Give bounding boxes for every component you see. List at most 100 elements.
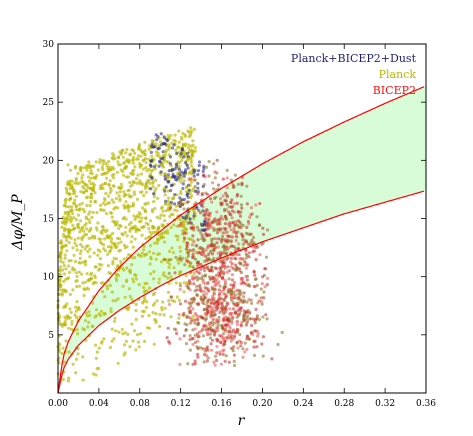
- planck-point: [86, 186, 90, 190]
- planck-point: [157, 277, 161, 281]
- planck-point: [140, 233, 144, 237]
- planck-point: [154, 187, 158, 191]
- bicep2-point: [193, 178, 197, 182]
- bicep2-point: [196, 238, 200, 242]
- planck-point: [131, 339, 135, 343]
- planck-point: [127, 209, 131, 213]
- dust-point: [186, 151, 190, 155]
- planck-point: [80, 226, 84, 230]
- planck-point: [83, 319, 88, 323]
- planck-point: [79, 249, 83, 253]
- bicep2-point: [239, 203, 243, 207]
- planck-point: [94, 356, 98, 360]
- bicep2-point: [213, 330, 217, 334]
- bicep2-point: [167, 271, 171, 275]
- dust-point: [169, 184, 173, 188]
- legend-entry: Planck+BICEP2+Dust: [291, 52, 417, 65]
- planck-point: [174, 204, 178, 208]
- planck-point: [151, 181, 155, 185]
- bicep2-point: [195, 293, 199, 297]
- bicep2-point: [225, 176, 229, 180]
- bicep2-point: [236, 230, 240, 234]
- planck-point: [160, 206, 164, 210]
- planck-point: [158, 324, 162, 328]
- planck-point: [103, 181, 107, 185]
- dust-point: [186, 183, 190, 187]
- bicep2-point: [162, 258, 166, 262]
- planck-point: [105, 212, 109, 216]
- bicep2-point: [262, 290, 266, 294]
- bicep2-point: [186, 362, 190, 366]
- bicep2-point: [194, 257, 198, 261]
- planck-point: [149, 257, 153, 261]
- planck-point: [113, 157, 117, 161]
- planck-point: [137, 345, 141, 349]
- planck-point: [141, 206, 145, 210]
- planck-point: [171, 213, 175, 217]
- dust-point: [164, 185, 168, 189]
- bicep2-point: [259, 296, 263, 300]
- bicep2-point: [253, 285, 257, 289]
- dust-point: [160, 143, 164, 147]
- planck-point: [102, 237, 107, 241]
- planck-point: [88, 228, 92, 232]
- planck-point: [118, 199, 122, 203]
- planck-point: [74, 305, 78, 309]
- planck-point: [77, 270, 81, 274]
- planck-point: [63, 212, 67, 216]
- bicep2-point: [226, 265, 230, 269]
- planck-point: [76, 171, 80, 176]
- planck-point: [132, 158, 136, 162]
- dust-point: [150, 142, 154, 146]
- dust-point: [180, 147, 184, 151]
- planck-point: [178, 270, 182, 274]
- bicep2-point: [223, 278, 227, 282]
- bicep2-point: [222, 319, 226, 323]
- planck-point: [87, 179, 91, 183]
- planck-point: [123, 231, 127, 235]
- planck-point: [100, 341, 104, 345]
- bicep2-point: [178, 337, 182, 341]
- planck-point: [166, 175, 170, 179]
- bicep2-point: [186, 212, 190, 216]
- bicep2-point: [220, 323, 224, 327]
- bicep2-point: [181, 313, 185, 317]
- planck-point: [75, 315, 79, 319]
- planck-point: [60, 247, 64, 251]
- planck-point: [122, 206, 127, 210]
- planck-point: [98, 257, 103, 261]
- bicep2-point: [230, 204, 234, 209]
- bicep2-point: [222, 231, 227, 235]
- planck-point: [148, 181, 152, 185]
- planck-point: [151, 184, 155, 189]
- bicep2-point: [189, 297, 193, 301]
- bicep2-point: [229, 339, 233, 343]
- planck-point: [101, 162, 105, 166]
- planck-point: [161, 154, 165, 158]
- planck-point: [71, 224, 75, 228]
- planck-point: [94, 314, 98, 318]
- dust-point: [170, 168, 174, 172]
- planck-point: [60, 291, 64, 296]
- dust-point: [181, 186, 185, 191]
- planck-point: [122, 353, 126, 357]
- bicep2-point: [178, 287, 182, 291]
- bicep2-point: [227, 269, 231, 273]
- bicep2-point: [210, 240, 214, 244]
- planck-point: [82, 210, 87, 214]
- planck-point: [61, 232, 66, 236]
- planck-point: [69, 215, 73, 219]
- planck-point: [116, 264, 120, 268]
- bicep2-point: [183, 237, 187, 241]
- planck-point: [99, 237, 103, 241]
- bicep2-point: [233, 268, 238, 272]
- planck-point: [57, 315, 62, 319]
- x-axis-label: r: [238, 413, 246, 429]
- planck-point: [118, 190, 122, 194]
- planck-point: [92, 251, 96, 255]
- planck-point: [163, 240, 167, 244]
- planck-point: [91, 301, 95, 305]
- bicep2-point: [205, 233, 209, 238]
- planck-point: [153, 241, 157, 245]
- planck-point: [110, 339, 114, 343]
